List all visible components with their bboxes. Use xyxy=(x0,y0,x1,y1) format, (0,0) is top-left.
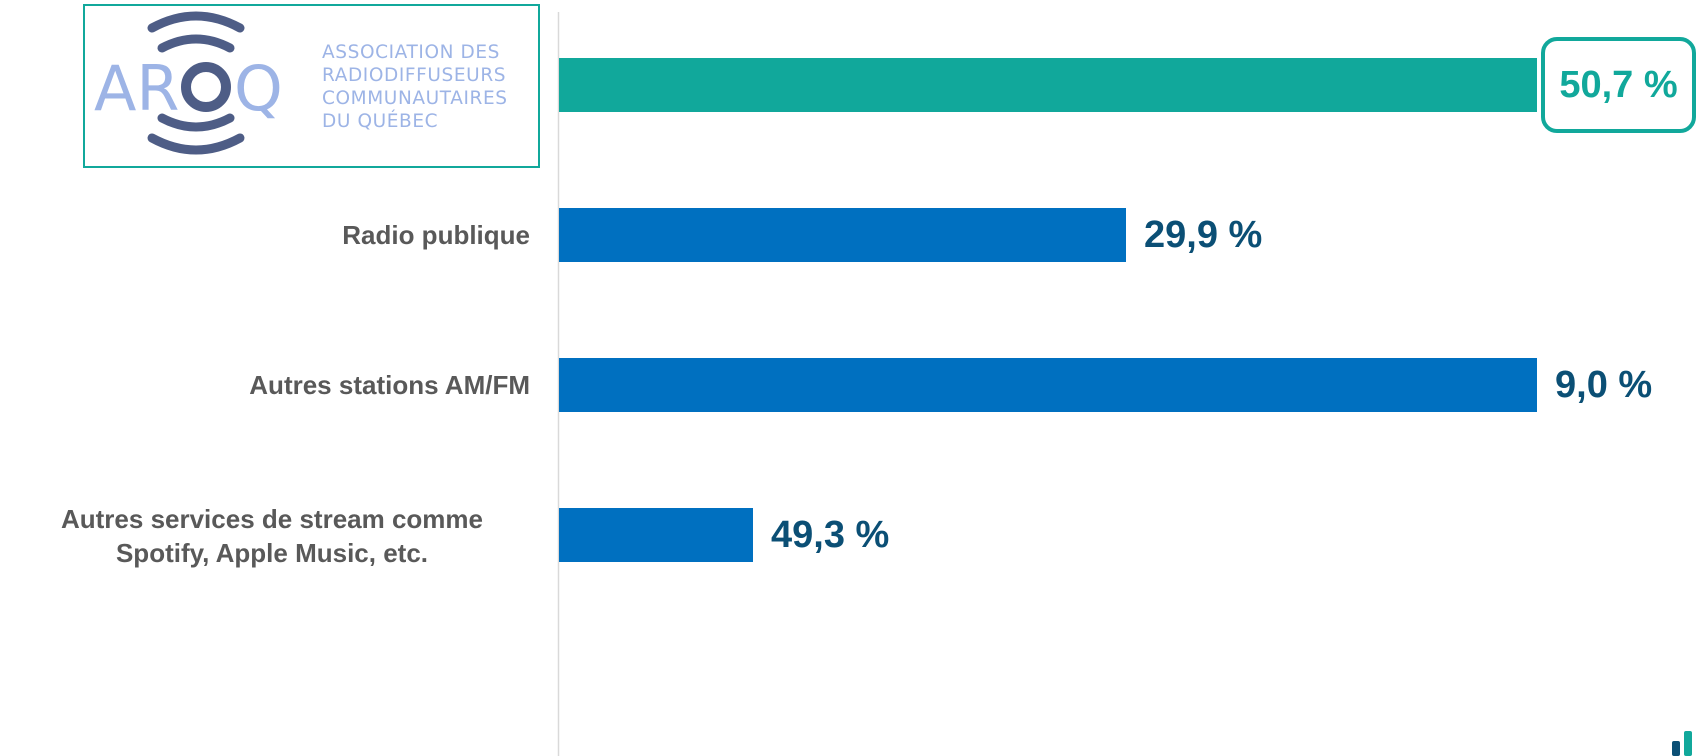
category-label-1: Radio publique xyxy=(342,220,530,250)
value-label-0: 50,7 % xyxy=(1559,64,1677,106)
arcq-logo: AR Q ASSOCIATION DES RADIODIFFUSEURS COM… xyxy=(83,4,540,168)
logo-line-3: COMMUNAUTAIRES xyxy=(322,88,508,109)
highlight-value-box xyxy=(1541,37,1696,133)
bar-2 xyxy=(559,358,1537,412)
logo-line-4: DU QUÉBEC xyxy=(322,110,438,132)
value-label-2: 9,0 % xyxy=(1555,364,1652,406)
logo-line-1: ASSOCIATION DES xyxy=(322,42,500,63)
corner-brand-icon xyxy=(1672,731,1692,756)
logo-line-2: RADIODIFFUSEURS xyxy=(322,65,506,86)
category-label-3: Autres services de stream comme Spotify, … xyxy=(61,504,483,568)
bar-1 xyxy=(559,208,1126,262)
svg-text:AR: AR xyxy=(94,52,180,125)
labels-layer: 50,7 % 29,9 % Radio publique 9,0 % Autres st… xyxy=(61,37,1696,568)
category-label-2: Autres stations AM/FM xyxy=(249,370,530,400)
svg-text:Q: Q xyxy=(234,52,283,125)
bar-3 xyxy=(559,508,753,562)
bars-layer xyxy=(559,58,1537,562)
value-label-3: 49,3 % xyxy=(771,514,889,556)
value-label-1: 29,9 % xyxy=(1144,214,1262,256)
bar-0 xyxy=(559,58,1537,112)
arcq-logo-mark: AR Q xyxy=(94,11,283,155)
